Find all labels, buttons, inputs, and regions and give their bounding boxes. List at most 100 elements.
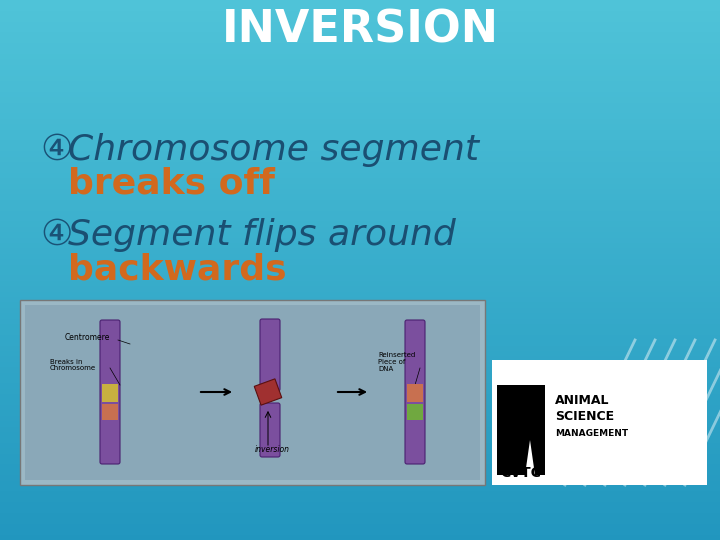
Bar	[0, 22, 720, 27]
Bar	[0, 400, 720, 405]
Bar	[0, 513, 720, 518]
Bar	[0, 27, 720, 32]
Text: Reinserted
Piece of
DNA: Reinserted Piece of DNA	[378, 352, 415, 372]
Bar	[0, 130, 720, 135]
Bar	[0, 259, 720, 265]
Bar	[20, 300, 485, 485]
FancyBboxPatch shape	[405, 320, 425, 464]
Text: Breaks in
Chromosome: Breaks in Chromosome	[50, 359, 96, 372]
Bar	[0, 173, 720, 178]
Bar	[0, 211, 720, 216]
Bar	[0, 205, 720, 211]
Bar	[0, 362, 720, 367]
Bar	[0, 151, 720, 157]
Bar	[0, 459, 720, 464]
FancyBboxPatch shape	[260, 403, 280, 457]
Polygon shape	[254, 379, 282, 405]
Bar	[0, 140, 720, 146]
Bar	[0, 184, 720, 189]
Polygon shape	[515, 385, 545, 475]
Bar	[0, 470, 720, 475]
Bar	[0, 313, 720, 319]
Bar	[0, 297, 720, 302]
Bar	[0, 373, 720, 378]
Bar	[0, 491, 720, 497]
Bar	[0, 248, 720, 254]
Bar	[0, 227, 720, 232]
Bar	[0, 216, 720, 221]
Bar	[0, 265, 720, 270]
Bar	[0, 70, 720, 76]
Bar	[0, 497, 720, 502]
Bar	[0, 0, 720, 5]
Bar	[0, 108, 720, 113]
Text: ④: ④	[40, 133, 73, 167]
Bar	[25, 305, 480, 480]
Bar	[0, 238, 720, 243]
Bar	[0, 410, 720, 416]
Bar	[0, 524, 720, 529]
Bar	[0, 162, 720, 167]
Bar	[0, 448, 720, 454]
Bar	[0, 49, 720, 54]
Text: inversion: inversion	[255, 445, 290, 454]
Bar	[102, 384, 118, 402]
Bar	[0, 421, 720, 427]
Bar	[0, 254, 720, 259]
Bar	[0, 119, 720, 124]
Bar	[0, 329, 720, 335]
FancyBboxPatch shape	[260, 319, 280, 391]
Bar	[0, 486, 720, 491]
Bar	[0, 443, 720, 448]
Bar	[0, 454, 720, 459]
Bar	[0, 427, 720, 432]
Bar	[0, 437, 720, 443]
Bar	[0, 189, 720, 194]
Bar	[0, 351, 720, 356]
Bar	[0, 178, 720, 184]
Bar	[0, 394, 720, 400]
Bar	[492, 360, 707, 485]
Bar	[0, 38, 720, 43]
Bar	[0, 135, 720, 140]
Bar	[0, 81, 720, 86]
Bar	[0, 481, 720, 486]
Bar	[0, 86, 720, 92]
Text: SCIENCE: SCIENCE	[555, 410, 614, 423]
Bar	[0, 502, 720, 508]
Bar	[0, 292, 720, 297]
Text: MANAGEMENT: MANAGEMENT	[555, 429, 628, 438]
Text: Segment flips around: Segment flips around	[68, 218, 456, 252]
Bar	[0, 518, 720, 524]
Bar	[0, 43, 720, 49]
Bar	[0, 302, 720, 308]
Bar	[0, 378, 720, 383]
Bar	[0, 113, 720, 119]
Bar	[0, 92, 720, 97]
Text: Chromosome segment: Chromosome segment	[68, 133, 479, 167]
Bar	[0, 356, 720, 362]
Text: breaks off: breaks off	[68, 167, 275, 201]
Bar	[497, 385, 515, 475]
Bar	[407, 404, 423, 420]
Bar	[0, 367, 720, 373]
Bar	[0, 383, 720, 389]
Bar	[0, 281, 720, 286]
Bar	[0, 319, 720, 324]
Bar	[0, 194, 720, 200]
Text: CVTC: CVTC	[500, 466, 541, 480]
Bar	[0, 167, 720, 173]
Bar	[0, 76, 720, 81]
Bar	[0, 464, 720, 470]
Bar	[0, 32, 720, 38]
Bar	[0, 335, 720, 340]
Bar	[0, 11, 720, 16]
Bar	[0, 405, 720, 410]
Bar	[0, 124, 720, 130]
Bar	[102, 404, 118, 420]
Bar	[0, 270, 720, 275]
Bar	[0, 5, 720, 11]
Bar	[0, 286, 720, 292]
Bar	[0, 308, 720, 313]
Bar	[0, 157, 720, 162]
